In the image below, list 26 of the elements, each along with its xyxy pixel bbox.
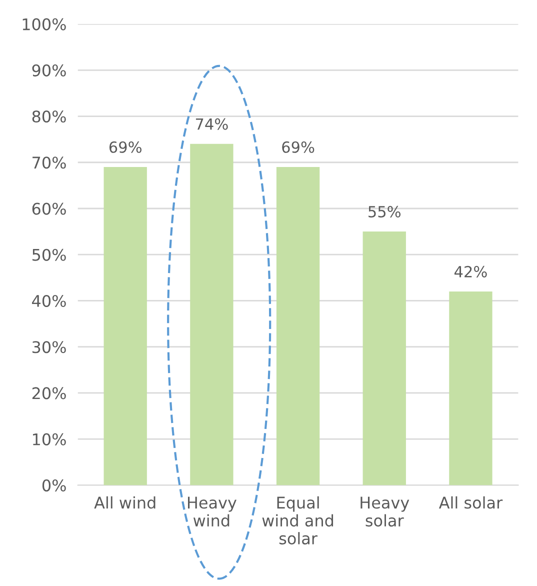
x-tick-label: Heavy wind [188,496,236,527]
data-label: 55% [368,206,401,218]
bar [104,166,147,486]
bar [449,292,492,486]
x-tick-label: Equal wind and solar [262,496,334,544]
y-tick-label: 10% [33,433,66,446]
y-tick-label: 20% [32,387,66,400]
y-tick-label: 70% [32,156,66,169]
bar [276,166,320,486]
y-tick-label: 60% [32,202,66,215]
data-label: 42% [454,266,487,278]
x-tick-label: All solar [438,496,503,509]
bar [362,232,406,486]
data-label: 74% [196,118,228,130]
data-label: 69% [109,141,142,153]
y-tick-label: 90% [32,64,66,76]
y-tick-label: 100% [22,18,66,30]
data-label: 69% [282,141,314,153]
x-tick-label: Heavy solar [360,496,410,527]
x-tick-label: All wind [94,496,156,509]
y-tick-label: 40% [32,294,66,308]
y-tick-label: 80% [32,110,66,123]
y-tick-label: 50% [32,248,66,261]
y-tick-label: 0% [42,479,66,492]
y-tick-label: 30% [32,341,66,354]
bar [190,144,234,486]
